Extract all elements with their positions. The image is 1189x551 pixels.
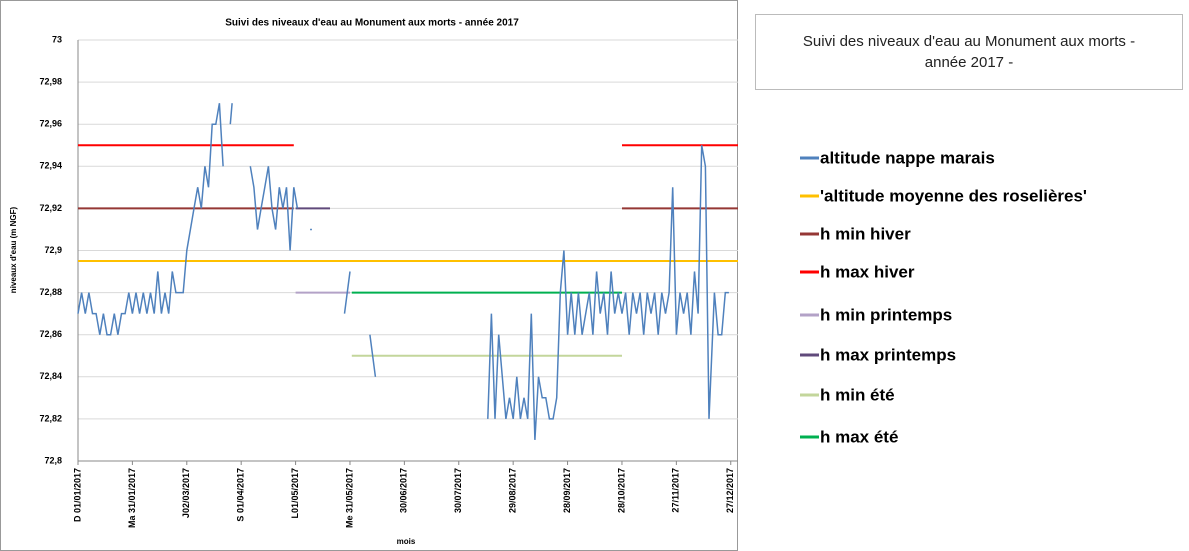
x-tick-label: 30/07/2017 [453, 468, 463, 513]
legend-label: h min hiver [820, 224, 911, 243]
y-tick-label: 72,84 [39, 371, 62, 381]
chart-border [0, 0, 738, 551]
y-tick-label: 72,9 [44, 245, 62, 255]
y-tick-label: 72,86 [39, 329, 62, 339]
x-tick-label: 27/11/2017 [671, 468, 681, 513]
x-tick-label: J02/03/2017 [181, 468, 191, 518]
legend-label: altitude nappe marais [820, 148, 995, 167]
x-tick-label: 28/10/2017 [616, 468, 626, 513]
x-tick-label: Ma 31/01/2017 [127, 468, 137, 528]
x-tick-label: 27/12/2017 [725, 468, 735, 513]
y-tick-label: 72,98 [39, 76, 62, 86]
legend-label: h max été [820, 427, 898, 446]
legend-label: h max hiver [820, 262, 915, 281]
legend-label: h max printemps [820, 345, 956, 364]
y-tick-label: 72,8 [44, 455, 62, 465]
y-tick-label: 72,88 [39, 287, 62, 297]
y-tick-label: 72,94 [39, 161, 62, 171]
y-tick-label: 72,96 [39, 119, 62, 129]
legend-label: h min printemps [820, 305, 952, 324]
y-tick-label: 72,82 [39, 413, 62, 423]
x-axis-title: mois [397, 537, 416, 546]
legend-label: h min été [820, 385, 895, 404]
x-tick-label: S 01/04/2017 [236, 468, 246, 522]
x-tick-label: 30/06/2017 [399, 468, 409, 513]
x-tick-label: 28/09/2017 [562, 468, 572, 513]
x-tick-label: Me 31/05/2017 [344, 468, 354, 528]
series-line [77, 103, 729, 440]
x-tick-label: 29/08/2017 [508, 468, 518, 513]
legend-title: Suivi des niveaux d'eau au Monument aux … [755, 14, 1183, 90]
y-axis-title: niveaux d'eau (m NGF) [9, 206, 18, 293]
x-tick-label: D 01/01/2017 [72, 468, 82, 522]
x-tick-label: L01/05/2017 [290, 468, 300, 519]
y-tick-label: 72,92 [39, 203, 62, 213]
chart-title: Suivi des niveaux d'eau au Monument aux … [225, 18, 519, 29]
legend-label: 'altitude moyenne des roselières' [820, 186, 1087, 205]
y-tick-label: 73 [52, 34, 62, 44]
